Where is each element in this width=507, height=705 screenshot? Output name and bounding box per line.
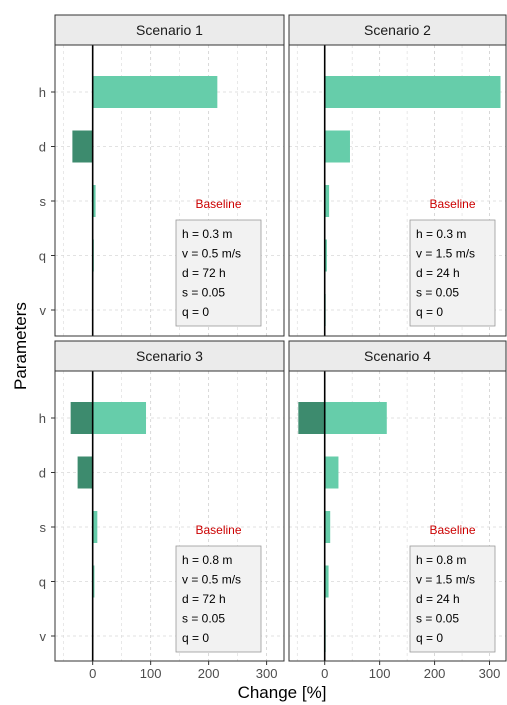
scenario-1-y-tick-label-h: h [39,85,46,100]
scenario-3-bar-q-positive [92,565,95,598]
scenario-4-x-tick-label-300: 300 [479,666,501,681]
scenario-4-bar-h-positive [324,402,387,434]
scenario-3-baseline-line: s = 0.05 [182,612,225,626]
scenario-1-baseline-line: d = 72 h [182,266,226,280]
scenario-4-x-tick-label-100: 100 [369,666,391,681]
scenario-4-x-tick-label-200: 200 [424,666,446,681]
scenario-1-y-tick-label-d: d [39,140,46,155]
scenario-4-baseline-line: q = 0 [416,631,443,645]
scenario-4-baseline-title: Baseline [429,523,475,537]
scenario-1-bar-d-negative [72,130,93,163]
scenario-3-baseline-line: d = 72 h [182,592,226,606]
scenario-3-baseline-box [175,545,262,653]
scenario-1-bar-h-positive [92,76,218,108]
scenario-4-bar-q-positive [324,565,329,598]
scenario-3-baseline-title: Baseline [195,523,241,537]
scenario-2-baseline-line: q = 0 [416,305,443,319]
scenario-2-bar-h-positive [324,76,501,108]
scenario-1-y-tick-label-q: q [39,249,46,264]
scenario-3-y-tick-label-s: s [40,520,47,535]
y-axis-title: Parameters [11,302,30,390]
scenario-1-baseline-title: Baseline [195,197,241,211]
scenario-1-strip [54,14,285,46]
scenario-2-bar-s-positive [324,185,330,217]
scenario-1-title: Scenario 1 [136,22,203,38]
scenario-2-strip [288,14,507,46]
scenario-4-panel: Scenario 4 Baseline h = 0.8 m v = 1.5 m/s d … [288,340,507,681]
scenario-3-baseline-line: v = 0.5 m/s [182,573,241,587]
scenario-3-y-tick-label-v: v [40,629,47,644]
scenario-4-bar-h-negative [298,402,325,434]
scenario-3-x-tick-label-200: 200 [198,666,220,681]
scenario-3-y-tick-label-h: h [39,411,46,426]
scenario-1-y-tick-label-s: s [40,194,47,209]
scenario-3-x-tick-label-0: 0 [89,666,96,681]
scenario-1-bar-s-positive [92,185,96,217]
scenario-3-title: Scenario 3 [136,348,203,364]
scenario-2-title: Scenario 2 [364,22,431,38]
scenario-1-baseline-line: h = 0.3 m [182,227,232,241]
scenario-2-baseline-line: d = 24 h [416,266,460,280]
scenario-3-x-tick-label-100: 100 [140,666,162,681]
scenario-3-x-tick-label-300: 300 [256,666,278,681]
scenario-4-strip [288,340,507,372]
scenario-3-panel: Scenario 3 Baseline h = 0.8 m v = 0.5 m/s d … [39,340,285,681]
scenario-1-baseline-line: s = 0.05 [182,286,225,300]
scenario-1-baseline-box [175,219,262,327]
scenario-2-baseline-box [409,219,496,327]
scenario-4-baseline-line: s = 0.05 [416,612,459,626]
scenario-2-baseline-line: h = 0.3 m [416,227,466,241]
scenario-3-bar-h-positive [92,402,147,434]
scenario-3-y-tick-label-d: d [39,466,46,481]
scenario-3-baseline-line: h = 0.8 m [182,553,232,567]
scenario-4-title: Scenario 4 [364,348,431,364]
scenario-3-y-tick-label-q: q [39,575,46,590]
scenario-3-bar-d-negative [77,456,93,489]
scenario-4-baseline-line: d = 24 h [416,592,460,606]
scenario-1-baseline-line: q = 0 [182,305,209,319]
scenario-2-bar-d-positive [324,130,350,163]
scenario-4-x-tick-label-0: 0 [321,666,328,681]
scenario-1-panel: Scenario 1 Baseline h = 0.3 m v = 0.5 m/s d … [39,14,285,337]
scenario-3-bar-s-positive [92,511,98,543]
x-axis-title: Change [%] [238,683,327,702]
scenario-4-baseline-box [409,545,496,653]
scenario-1-y-tick-label-v: v [40,303,47,318]
scenario-2-baseline-title: Baseline [429,197,475,211]
scenario-1-baseline-line: v = 0.5 m/s [182,247,241,261]
scenario-3-strip [54,340,285,372]
scenario-2-baseline-line: s = 0.05 [416,286,459,300]
scenario-2-baseline-line: v = 1.5 m/s [416,247,475,261]
scenario-2-bar-q-positive [324,239,327,272]
scenario-4-bar-s-positive [324,511,331,543]
scenario-2-panel: Scenario 2 Baseline h = 0.3 m v = 1.5 m/s d … [288,14,507,337]
scenario-3-bar-h-negative [70,402,93,434]
scenario-4-baseline-line: v = 1.5 m/s [416,573,475,587]
scenario-4-baseline-line: h = 0.8 m [416,553,466,567]
scenario-4-bar-d-positive [324,456,339,489]
scenario-3-baseline-line: q = 0 [182,631,209,645]
